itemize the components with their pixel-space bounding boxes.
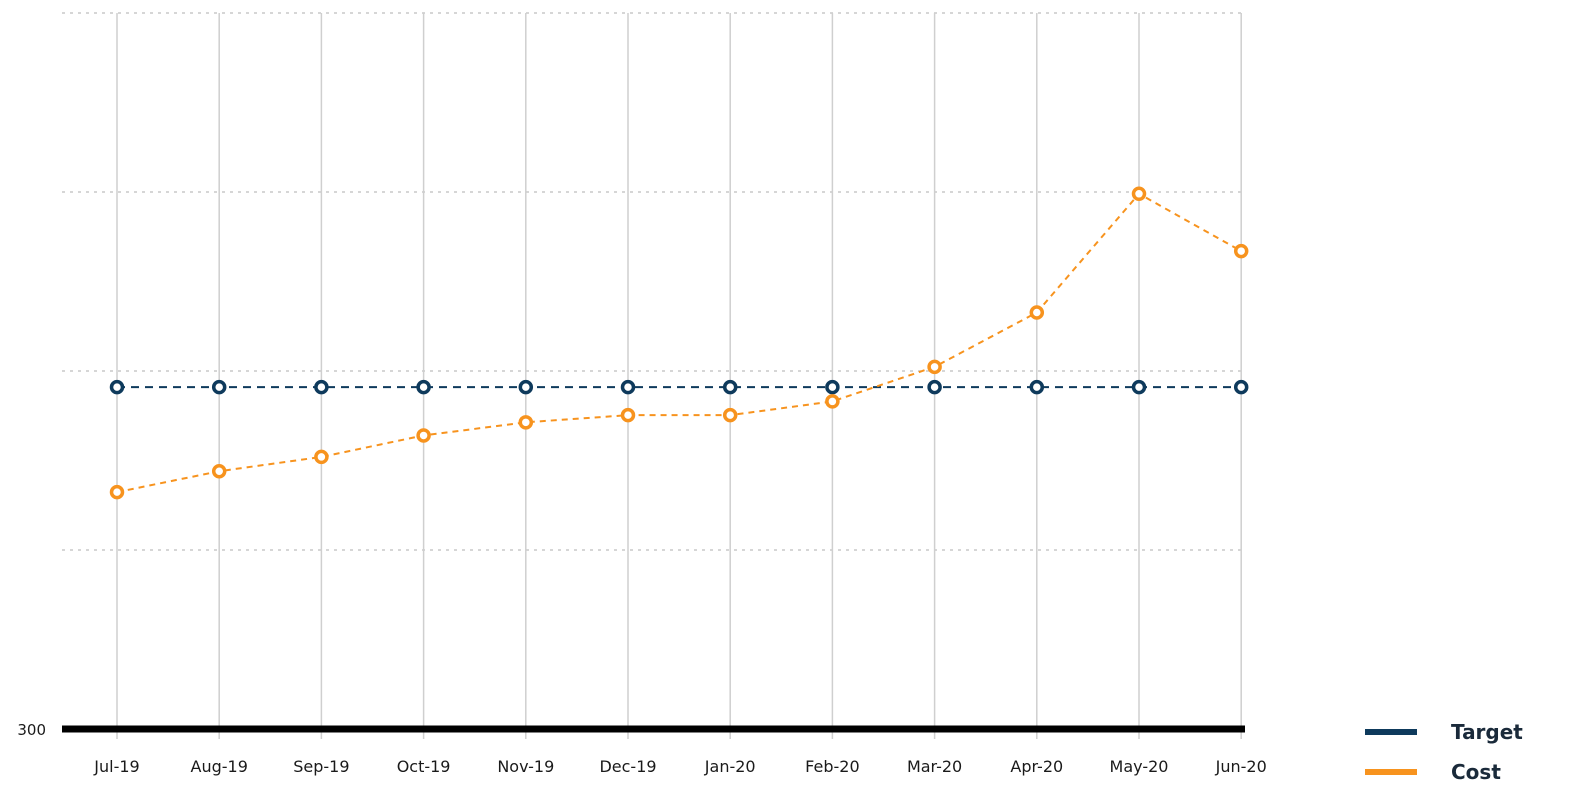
point-cost-11 <box>1233 243 1249 259</box>
legend-label-target: Target <box>1451 720 1523 744</box>
series-line-cost <box>116 192 1242 494</box>
x-tick-label-11: Jun-20 <box>1215 757 1267 776</box>
legend: Target Cost <box>1365 712 1585 792</box>
x-tick-label-3: Oct-19 <box>397 757 451 776</box>
point-cost-2 <box>314 449 329 465</box>
x-tick-label-1: Aug-19 <box>191 757 248 776</box>
x-tick-label-10: May-20 <box>1110 757 1169 776</box>
series-target <box>109 379 1249 395</box>
point-target-1 <box>211 379 227 395</box>
point-target-10 <box>1131 379 1147 395</box>
series-layer <box>109 186 1249 500</box>
point-target-7 <box>825 379 840 395</box>
legend-item-target: Target <box>1365 712 1585 752</box>
y-tick-label-0: 300 <box>17 721 46 739</box>
point-cost-8 <box>927 359 942 375</box>
x-tick-label-9: Apr-20 <box>1010 757 1063 776</box>
legend-swatch-cost <box>1365 769 1417 775</box>
point-target-9 <box>1029 379 1045 395</box>
x-tick-label-0: Jul-19 <box>93 757 139 776</box>
x-tick-label-7: Feb-20 <box>805 757 859 776</box>
point-target-4 <box>518 379 534 395</box>
point-cost-9 <box>1029 305 1045 320</box>
x-tick-labels: Jul-19 Aug-19 Sep-19 Oct-19 Nov-19 Dec-19 Jan-… <box>93 757 1266 776</box>
point-cost-7 <box>825 394 840 409</box>
vertical-gridlines <box>116 13 1242 739</box>
point-target-2 <box>314 379 329 395</box>
point-target-6 <box>722 379 738 395</box>
point-target-0 <box>109 379 125 395</box>
point-target-5 <box>620 379 636 395</box>
point-cost-4 <box>518 415 534 430</box>
y-tick-labels: 300 <box>17 721 46 739</box>
point-target-8 <box>927 379 942 395</box>
point-cost-10 <box>1131 186 1147 202</box>
legend-swatch-target <box>1365 729 1417 735</box>
point-target-11 <box>1233 379 1249 395</box>
horizontal-gridlines <box>62 12 1245 551</box>
x-tick-label-6: Jan-20 <box>704 757 756 776</box>
point-cost-0 <box>109 484 125 500</box>
legend-item-cost: Cost <box>1365 752 1585 792</box>
point-cost-6 <box>722 407 738 423</box>
point-cost-3 <box>416 428 431 443</box>
x-tick-label-4: Nov-19 <box>497 757 554 776</box>
x-tick-label-2: Sep-19 <box>293 757 349 776</box>
point-target-3 <box>416 379 431 395</box>
series-cost <box>109 186 1249 500</box>
point-cost-5 <box>620 407 636 423</box>
legend-label-cost: Cost <box>1451 760 1501 784</box>
point-cost-1 <box>211 463 227 479</box>
x-tick-label-8: Mar-20 <box>907 757 962 776</box>
x-tick-label-5: Dec-19 <box>599 757 656 776</box>
